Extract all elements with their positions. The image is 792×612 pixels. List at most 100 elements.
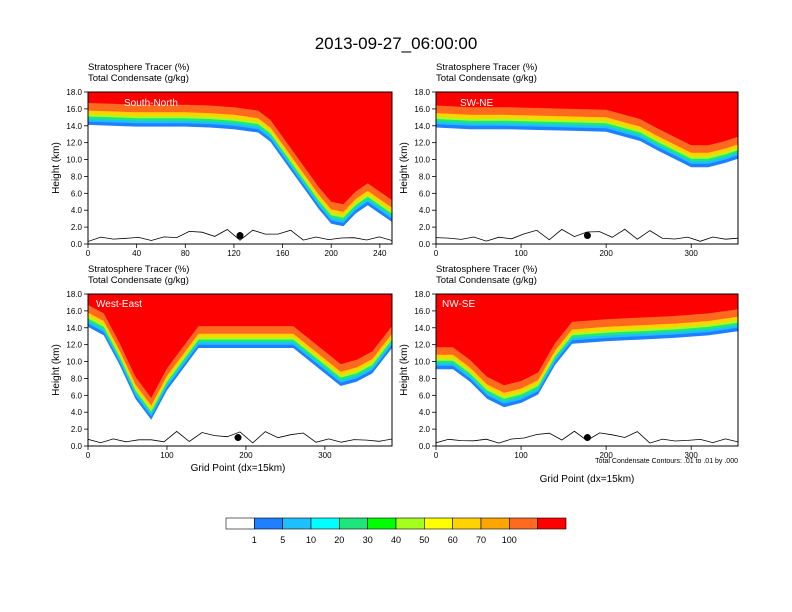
x-tick-label: 100 (160, 451, 174, 460)
x-tick-label: 300 (318, 451, 332, 460)
colorbar-swatch (310, 517, 340, 530)
plot-frame (87, 91, 393, 245)
y-tick-label: 18.0 (414, 290, 430, 299)
plot-frame (87, 293, 393, 447)
x-tick-label: 120 (227, 249, 241, 258)
y-tick-label: 0.0 (419, 240, 431, 249)
condensate-contour (436, 228, 738, 242)
contour-note: Total Condensate Contours: .01 to .01 by… (595, 458, 738, 465)
x-tick-label: 0 (434, 249, 439, 258)
x-tick-label: 80 (181, 249, 190, 258)
panel-label: NW-SE (442, 299, 475, 310)
x-axis-label: Grid Point (dx=15km) (191, 463, 286, 474)
plot-frame (435, 293, 739, 447)
y-tick-label: 14.0 (66, 324, 82, 333)
panel-sw-ne: Stratosphere Tracer (%) Total Condensate… (399, 62, 739, 258)
y-tick-label: 6.0 (419, 189, 431, 198)
x-axis-label: Grid Point (dx=15km) (540, 474, 635, 485)
y-tick-label: 16.0 (66, 105, 82, 114)
y-tick-label: 2.0 (71, 223, 83, 232)
figure-title: 2013-09-27_06:00:00 (315, 34, 478, 53)
colorbar-swatch (367, 517, 397, 530)
y-tick-label: 18.0 (66, 88, 82, 97)
y-tick-label: 10.0 (66, 358, 82, 367)
y-axis-label: Height (km) (399, 142, 410, 194)
colorbar-label: 100 (502, 535, 517, 545)
y-tick-label: 2.0 (419, 223, 431, 232)
y-tick-label: 14.0 (414, 122, 430, 131)
plot-area: 0.0 2.0 4.0 6.0 8.0 10.0 12.0 14.0 16.0 18.0 0 100 2… (414, 88, 739, 258)
colorbar-swatch (480, 517, 510, 530)
y-tick-label: 18.0 (66, 290, 82, 299)
plot-area: 0.0 2.0 4.0 6.0 8.0 10.0 12.0 14.0 16.0 18.0 0 40 80… (66, 88, 393, 258)
y-axis-label: Height (km) (51, 344, 62, 396)
y-tick-label: 0.0 (71, 442, 83, 451)
y-tick-label: 12.0 (414, 139, 430, 148)
condensate-contour (436, 430, 738, 444)
colorbar-swatch (225, 517, 255, 530)
y-tick-label: 6.0 (71, 189, 83, 198)
y-tick-label: 16.0 (414, 105, 430, 114)
y-tick-label: 16.0 (66, 307, 82, 316)
x-tick-label: 40 (132, 249, 141, 258)
x-tick-label: 100 (514, 451, 528, 460)
tracer-band-7 (436, 294, 738, 386)
y-tick-label: 2.0 (71, 425, 83, 434)
y-tick-label: 14.0 (66, 122, 82, 131)
colorbar-label: 5 (280, 535, 285, 545)
colorbar-swatch (282, 517, 312, 530)
y-tick-label: 12.0 (66, 341, 82, 350)
colorbar-swatch (452, 517, 482, 530)
tracer-band-7 (436, 92, 738, 146)
y-tick-label: 6.0 (71, 391, 83, 400)
plot-frame (435, 91, 739, 245)
y-tick-label: 4.0 (419, 408, 431, 417)
y-tick-label: 12.0 (414, 341, 430, 350)
colorbar-label: 1 (252, 535, 257, 545)
x-tick-label: 200 (239, 451, 253, 460)
y-tick-label: 4.0 (71, 206, 83, 215)
colorbar-swatch (339, 517, 368, 530)
colorbar-label: 20 (334, 535, 344, 545)
y-axis-label: Height (km) (51, 142, 62, 194)
y-tick-label: 6.0 (419, 391, 431, 400)
location-marker (234, 434, 242, 442)
panel-label: West-East (96, 299, 142, 310)
location-marker (583, 434, 591, 442)
panel-title-condensate: Total Condensate (g/kg) (436, 73, 537, 84)
x-tick-label: 0 (86, 249, 91, 258)
colorbar-label: 60 (448, 535, 458, 545)
location-marker (583, 232, 591, 240)
x-tick-label: 100 (514, 249, 528, 258)
panel-title-tracer: Stratosphere Tracer (%) (88, 62, 189, 73)
colorbar-label: 50 (419, 535, 429, 545)
panel-title-condensate: Total Condensate (g/kg) (88, 73, 189, 84)
y-tick-label: 0.0 (71, 240, 83, 249)
tracer-band-7 (88, 92, 392, 205)
colorbar-swatch (254, 517, 283, 530)
y-tick-label: 16.0 (414, 307, 430, 316)
tracer-band-7 (88, 294, 392, 398)
panel-south-north: Stratosphere Tracer (%) Total Condensate… (51, 62, 393, 258)
colorbar-label: 40 (391, 535, 401, 545)
y-tick-label: 2.0 (419, 425, 431, 434)
y-tick-label: 8.0 (71, 374, 83, 383)
plot-area: 0.0 2.0 4.0 6.0 8.0 10.0 12.0 14.0 16.0 18.0 0 100 2… (66, 290, 393, 460)
x-tick-label: 240 (373, 249, 387, 258)
colorbar-swatch (424, 517, 453, 530)
panel-title-tracer: Stratosphere Tracer (%) (88, 264, 189, 275)
panel-title-condensate: Total Condensate (g/kg) (436, 275, 537, 286)
location-marker (236, 232, 244, 240)
y-axis-label: Height (km) (399, 344, 410, 396)
x-tick-label: 0 (434, 451, 439, 460)
panel-label: SW-NE (460, 98, 493, 109)
x-tick-label: 200 (325, 249, 339, 258)
panel-label: South-North (124, 98, 178, 109)
x-tick-label: 160 (276, 249, 290, 258)
y-tick-label: 8.0 (419, 374, 431, 383)
y-tick-label: 10.0 (414, 156, 430, 165)
y-tick-label: 18.0 (414, 88, 430, 97)
y-tick-label: 12.0 (66, 139, 82, 148)
y-tick-label: 10.0 (414, 358, 430, 367)
